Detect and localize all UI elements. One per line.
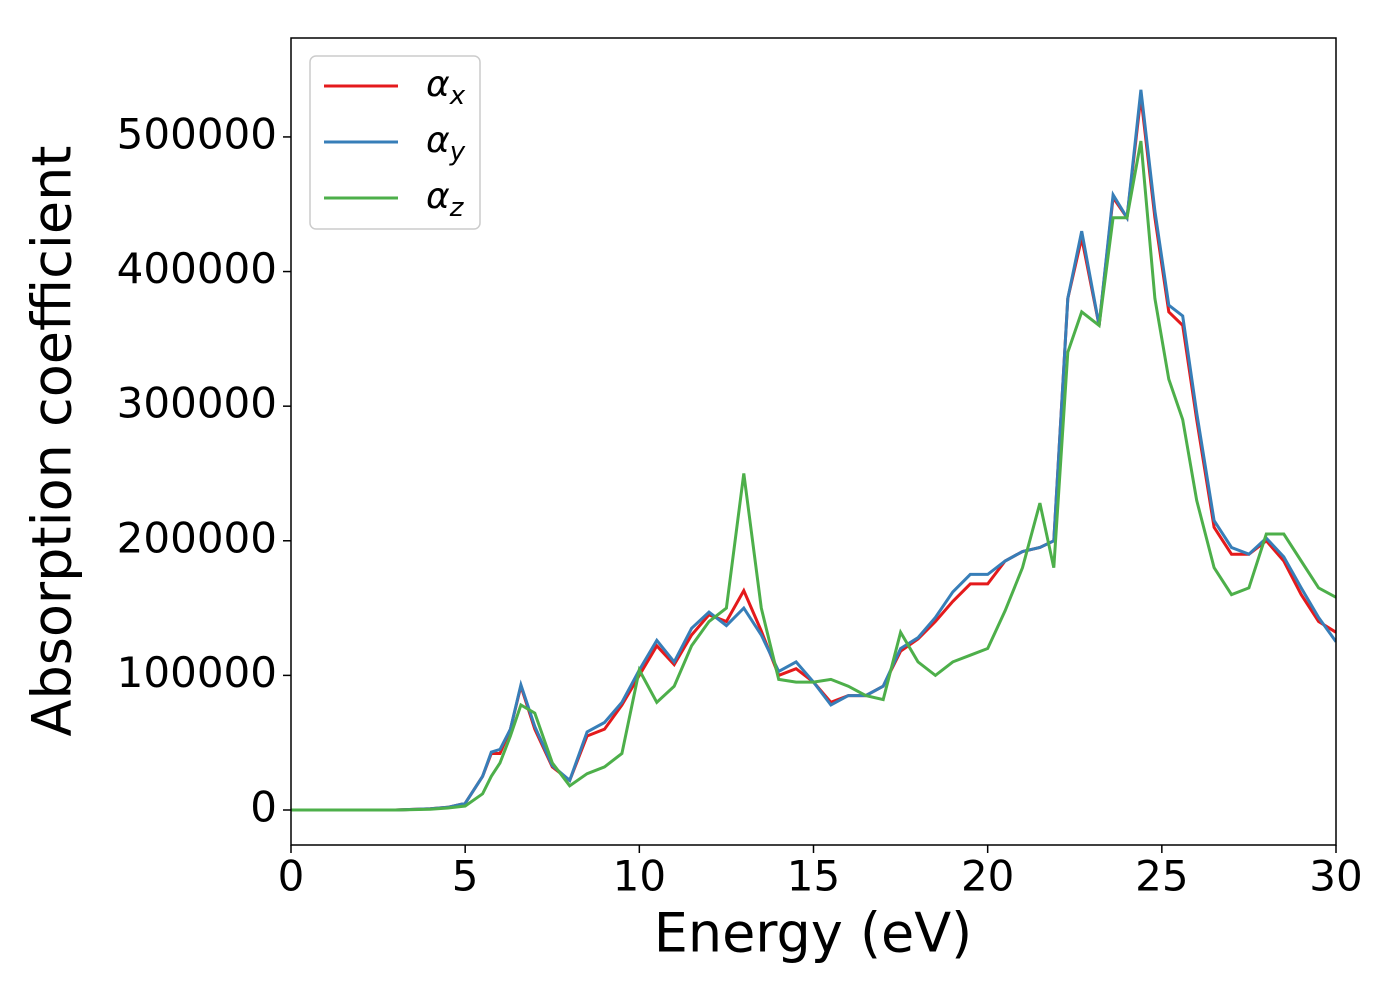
x-tick-label: 10	[613, 852, 666, 901]
y-tick-label: 300000	[117, 379, 277, 428]
y-tick-label: 200000	[117, 513, 277, 562]
y-tick-label: 100000	[117, 648, 277, 697]
data-line	[291, 140, 1336, 812]
y-tick-label: 0	[250, 783, 277, 832]
x-tick-label: 0	[278, 852, 305, 901]
x-tick-label: 30	[1309, 852, 1362, 901]
legend-label: αy	[426, 120, 466, 167]
x-tick-label: 5	[452, 852, 479, 901]
x-axis-label: Energy (eV)	[654, 902, 973, 965]
data-line	[291, 89, 1336, 812]
y-tick-label: 500000	[117, 109, 277, 158]
y-tick-label: 400000	[117, 244, 277, 293]
y-axis-label: Absorption coefficient	[21, 146, 84, 737]
x-tick-label: 25	[1135, 852, 1188, 901]
legend-label: αz	[426, 176, 465, 223]
x-tick-label: 20	[961, 852, 1014, 901]
x-tick-label: 15	[787, 852, 840, 901]
legend-label: αx	[426, 64, 466, 111]
